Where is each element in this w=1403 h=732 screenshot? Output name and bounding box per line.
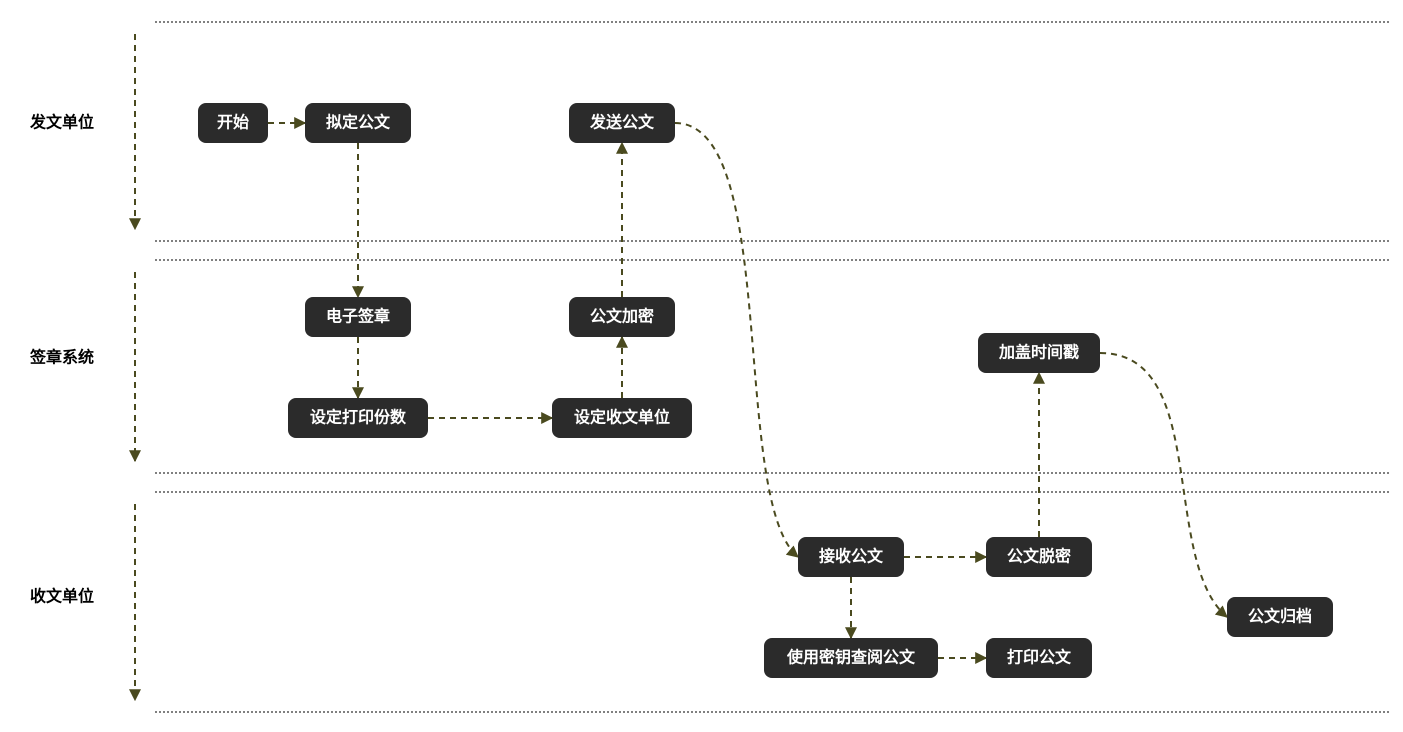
node-setrecv: 设定收文单位 xyxy=(552,398,692,438)
node-label: 拟定公文 xyxy=(326,113,391,132)
node-label: 接收公文 xyxy=(819,547,884,566)
edges-group xyxy=(268,123,1227,658)
node-print: 打印公文 xyxy=(986,638,1092,678)
node-label: 发送公文 xyxy=(589,113,655,132)
lane-label: 签章系统 xyxy=(29,348,94,367)
node-label: 公文脱密 xyxy=(1007,547,1071,566)
lane-label: 发文单位 xyxy=(29,113,94,132)
node-label: 加盖时间戳 xyxy=(998,343,1079,362)
node-archive: 公文归档 xyxy=(1227,597,1333,637)
node-label: 使用密钥查阅公文 xyxy=(786,648,916,667)
node-esign: 电子签章 xyxy=(305,297,411,337)
node-label: 设定打印份数 xyxy=(310,408,407,427)
node-readkey: 使用密钥查阅公文 xyxy=(764,638,938,678)
edge-timestamp-archive xyxy=(1100,353,1227,617)
flowchart-diagram: 发文单位签章系统收文单位开始拟定公文发送公文电子签章设定打印份数设定收文单位公文… xyxy=(0,0,1403,732)
node-label: 公文加密 xyxy=(590,307,654,326)
node-recv: 接收公文 xyxy=(798,537,904,577)
node-timestamp: 加盖时间戳 xyxy=(978,333,1100,373)
node-label: 打印公文 xyxy=(1007,648,1072,667)
node-setcopy: 设定打印份数 xyxy=(288,398,428,438)
lane-label: 收文单位 xyxy=(30,587,94,606)
node-label: 公文归档 xyxy=(1248,607,1312,626)
nodes-group: 开始 拟定公文 发送公文电子签章设定打印份数 设定收文单位公文加密接收公文使用密钥查阅… xyxy=(198,103,1333,678)
node-send: 发送公文 xyxy=(569,103,675,143)
node-encrypt: 公文加密 xyxy=(569,297,675,337)
node-label: 开始 xyxy=(217,113,249,132)
node-start: 开始 xyxy=(198,103,268,143)
node-draft: 拟定公文 xyxy=(305,103,411,143)
node-label: 电子签章 xyxy=(326,307,390,326)
node-decrypt: 公文脱密 xyxy=(986,537,1092,577)
node-label: 设定收文单位 xyxy=(574,408,670,427)
